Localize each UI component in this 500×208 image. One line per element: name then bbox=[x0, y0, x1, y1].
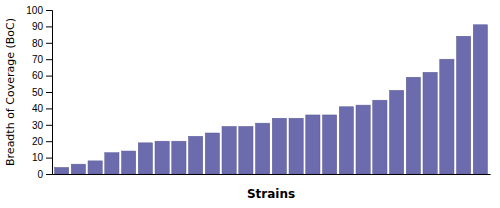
y-tick-label: 80 bbox=[32, 38, 44, 49]
y-tick: 60 bbox=[32, 70, 52, 81]
bar bbox=[390, 90, 404, 174]
bar bbox=[138, 143, 152, 174]
y-axis-title: Breadth of Coverage (BoC) bbox=[4, 18, 17, 166]
bar bbox=[55, 167, 69, 174]
x-axis-title: Strains bbox=[247, 187, 295, 201]
y-tick: 90 bbox=[32, 21, 52, 32]
y-tick: 50 bbox=[32, 87, 52, 98]
y-tick-mark bbox=[46, 92, 52, 93]
bar bbox=[323, 115, 337, 174]
bar bbox=[473, 25, 487, 174]
bar bbox=[457, 36, 471, 174]
y-tick-label: 0 bbox=[37, 169, 43, 180]
plot: 0 10 20 30 40 50 60 70 80 90 100 bbox=[26, 5, 490, 180]
bar bbox=[406, 77, 420, 174]
y-tick-label: 100 bbox=[26, 5, 43, 16]
bar bbox=[306, 115, 320, 174]
y-tick-mark bbox=[46, 125, 52, 126]
bar bbox=[373, 100, 387, 174]
bar bbox=[71, 164, 85, 174]
y-tick-label: 30 bbox=[32, 120, 44, 131]
y-tick-mark bbox=[46, 158, 52, 159]
bars bbox=[55, 25, 488, 174]
y-tick-label: 20 bbox=[32, 136, 44, 147]
y-tick-mark bbox=[46, 26, 52, 27]
y-axis-line bbox=[46, 11, 53, 175]
y-tick-label: 90 bbox=[32, 21, 44, 32]
y-tick-mark bbox=[46, 76, 52, 77]
y-tick-mark bbox=[46, 174, 52, 175]
y-tick: 100 bbox=[26, 5, 52, 16]
y-tick-label: 50 bbox=[32, 87, 44, 98]
y-tick: 70 bbox=[32, 54, 52, 65]
bar bbox=[256, 123, 270, 174]
y-tick: 20 bbox=[32, 136, 52, 147]
y-tick-mark bbox=[46, 108, 52, 109]
bar bbox=[239, 126, 253, 174]
y-tick-mark bbox=[46, 10, 52, 11]
bar bbox=[155, 141, 169, 174]
bar bbox=[289, 118, 303, 174]
y-tick-mark bbox=[46, 59, 52, 60]
x-axis-line bbox=[53, 174, 491, 175]
bar bbox=[105, 153, 119, 174]
y-tick-mark bbox=[46, 43, 52, 44]
bar bbox=[356, 105, 370, 174]
bar bbox=[205, 133, 219, 174]
x-axis bbox=[53, 174, 491, 175]
y-tick: 30 bbox=[32, 120, 52, 131]
bar bbox=[88, 161, 102, 174]
y-tick-label: 70 bbox=[32, 54, 44, 65]
y-tick-label: 60 bbox=[32, 70, 44, 81]
bar bbox=[122, 151, 136, 174]
y-tick-mark bbox=[46, 141, 52, 142]
bar bbox=[222, 126, 236, 174]
y-tick-label: 10 bbox=[32, 152, 44, 163]
bar bbox=[440, 59, 454, 174]
y-axis: 0 10 20 30 40 50 60 70 80 90 100 bbox=[26, 5, 52, 180]
bar bbox=[339, 107, 353, 174]
y-tick: 40 bbox=[32, 103, 52, 114]
chart: 0 10 20 30 40 50 60 70 80 90 100 Strains Breadth of … bbox=[0, 0, 500, 208]
bar bbox=[172, 141, 186, 174]
y-tick: 80 bbox=[32, 38, 52, 49]
bar bbox=[423, 72, 437, 174]
y-tick-label: 40 bbox=[32, 103, 44, 114]
y-tick: 0 bbox=[37, 169, 52, 180]
bar bbox=[272, 118, 286, 174]
y-tick: 10 bbox=[32, 152, 52, 163]
bar bbox=[189, 136, 203, 174]
